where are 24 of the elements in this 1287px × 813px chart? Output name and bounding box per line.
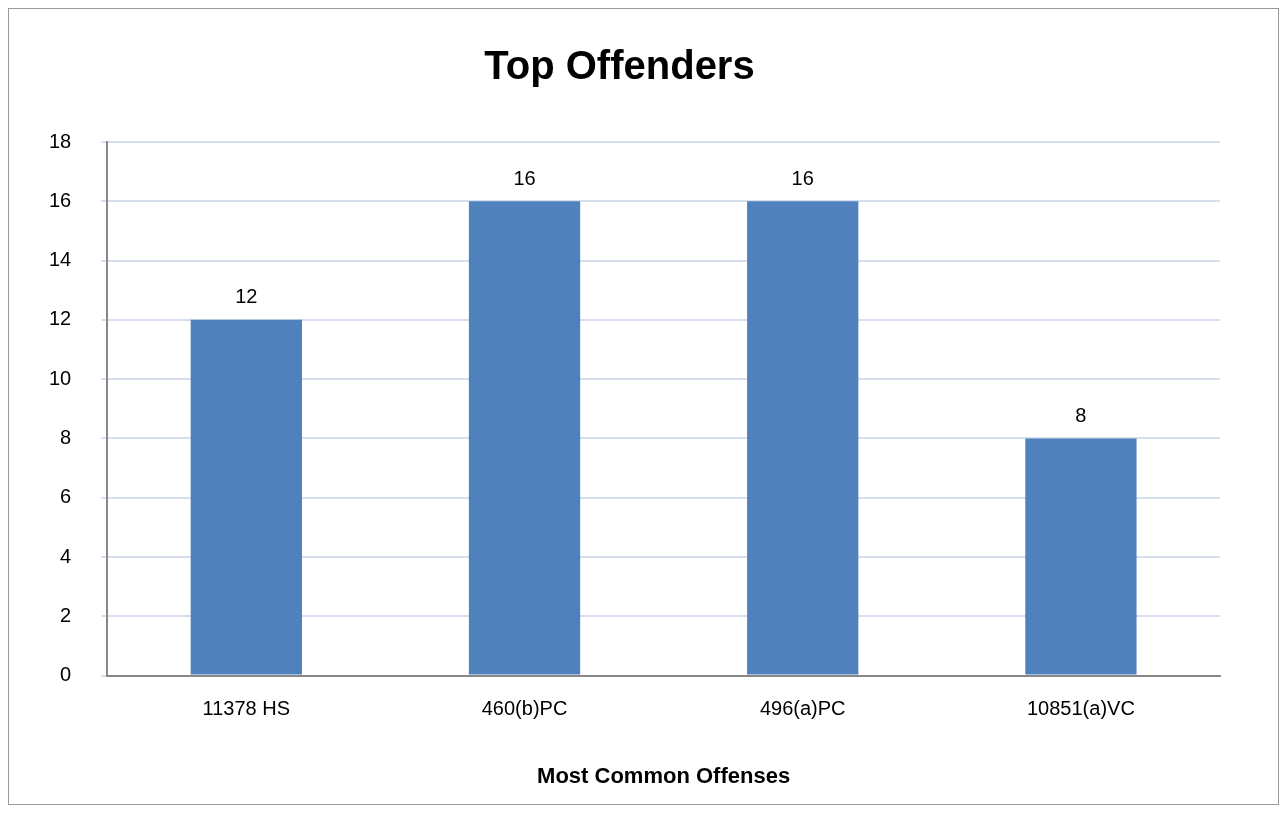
y-tick-label: 12 [49,307,72,330]
data-label: 16 [513,166,536,189]
bar [747,201,859,675]
x-tick-label: 10851(a)VC [1026,697,1135,720]
y-tick-label: 14 [49,248,72,271]
y-tick-label: 2 [60,603,72,626]
bar [190,319,302,675]
y-tick-label: 10 [49,366,72,389]
data-label: 12 [235,285,258,308]
bar [1025,438,1137,675]
data-label: 16 [791,166,814,189]
x-axis-title: Most Common Offenses [537,762,791,788]
x-tick-label: 11378 HS [202,697,291,720]
x-tick-label: 460(b)PC [481,697,568,720]
y-tick-label: 0 [60,663,72,686]
y-tick-label: 16 [49,188,72,211]
y-tick-label: 6 [60,485,72,508]
x-tick-label: 496(a)PC [759,697,846,720]
data-label: 8 [1075,403,1087,426]
y-tick-label: 18 [49,129,72,152]
y-tick-label: 8 [60,425,72,448]
bar [468,201,581,675]
y-tick-label: 4 [60,544,72,567]
chart-title: Top Offenders [484,43,755,88]
